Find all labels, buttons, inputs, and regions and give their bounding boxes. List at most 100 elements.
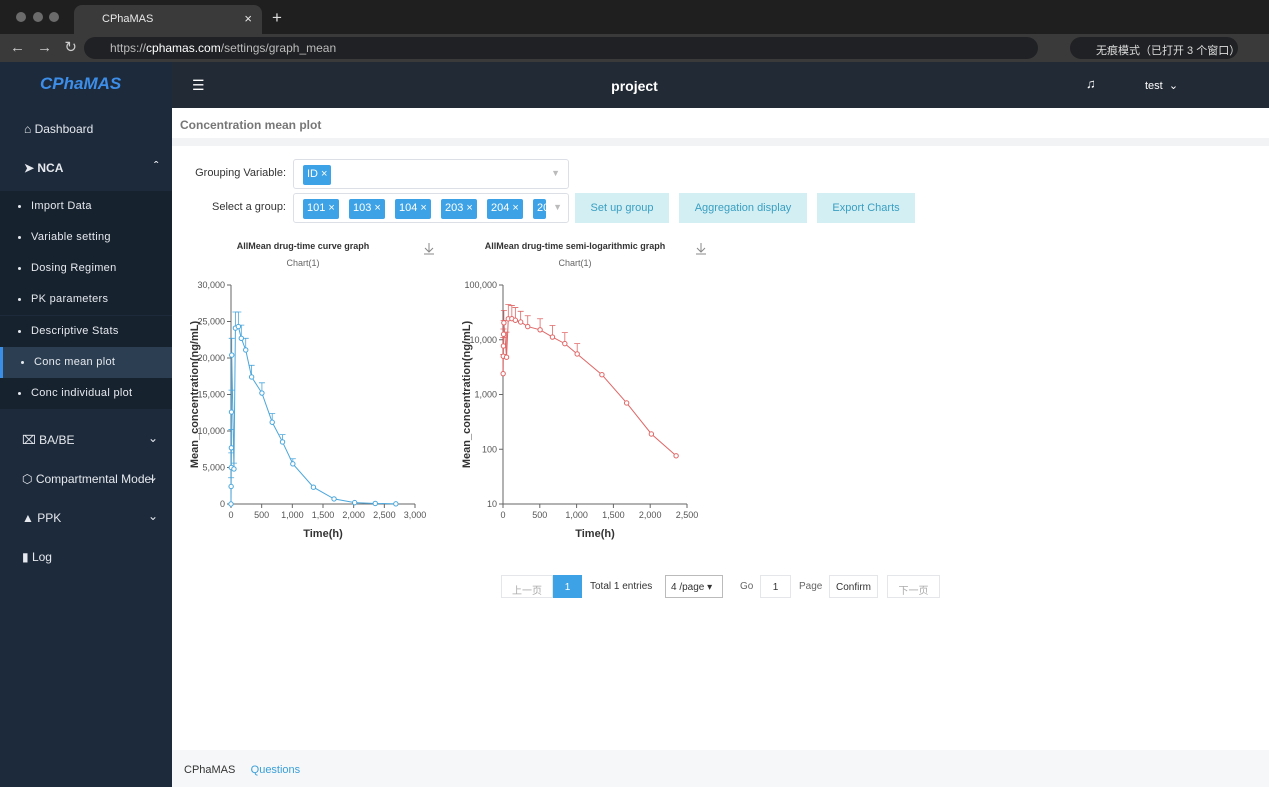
tag-label: 103: [353, 202, 372, 214]
chart-title: AllMean drug-time semi-logarithmic graph: [485, 241, 666, 251]
x-tick-label: 1,000: [565, 510, 588, 520]
footer-link[interactable]: Questions: [250, 764, 301, 776]
window-zoom[interactable]: [49, 12, 59, 22]
new-tab[interactable]: +: [272, 8, 282, 27]
select-tag[interactable]: 101 ×: [303, 199, 339, 219]
current-page[interactable]: 1: [553, 575, 582, 598]
y-tick-label: 10,000: [197, 426, 225, 436]
data-point: [500, 370, 506, 377]
user-menu[interactable]: test ⌄: [1145, 80, 1179, 92]
nav-subitem-active[interactable]: Conc mean plot: [0, 347, 172, 378]
nav-subitem[interactable]: Dosing Regimen: [0, 253, 172, 284]
header-title: project: [611, 78, 658, 94]
incognito-badge[interactable]: 无痕模式（已打开 3 个窗口）: [1070, 37, 1241, 59]
url-host: cphamas.com: [146, 41, 221, 55]
grouping-select[interactable]: ID × ▼: [293, 159, 569, 189]
select-tag[interactable]: 204 ×: [487, 199, 523, 219]
notifications[interactable]: ♫: [1086, 76, 1096, 91]
nav-item[interactable]: ⌧ BA/BE ⌄: [22, 431, 158, 447]
select-tag[interactable]: 203 ×: [441, 199, 477, 219]
button[interactable]: Export Charts: [817, 193, 915, 223]
data-point: [673, 453, 679, 459]
select-tag[interactable]: 20: [533, 199, 546, 219]
download-icon[interactable]: [424, 243, 434, 255]
chart-subtitle: Chart(1): [558, 258, 591, 268]
tab-title: CPhaMAS: [102, 13, 154, 25]
go-label: Go: [740, 581, 754, 592]
x-tick-label: 2,500: [373, 510, 396, 520]
nav-item[interactable]: ➤ NCA ˆ: [24, 159, 158, 175]
select-tag[interactable]: 104 ×: [395, 199, 431, 219]
data-line: [230, 325, 396, 505]
tab-close[interactable]: ×: [244, 11, 252, 26]
nav-item[interactable]: ⬡ Compartmental Model ⌄: [22, 470, 158, 486]
x-tick-label: 0: [500, 510, 505, 520]
data-point: [259, 390, 265, 396]
url-scheme: https://: [110, 41, 147, 55]
x-tick-label: 1,000: [281, 510, 304, 520]
nav-buttons[interactable]: ← → ↻: [10, 39, 77, 56]
window-minimize[interactable]: [33, 12, 43, 22]
tag-label: 101: [307, 202, 326, 214]
total-entries: Total 1 entries: [590, 581, 653, 592]
nav-item[interactable]: ▲ PPK ⌄: [22, 509, 158, 525]
select-tag[interactable]: 103 ×: [349, 199, 385, 219]
nav-label: Conc mean plot: [34, 356, 116, 368]
page-size: 4 /page: [671, 582, 705, 593]
data-point: [290, 461, 296, 467]
y-tick-label: 10,000: [469, 335, 497, 345]
error-bar: [228, 337, 235, 356]
sidebar: ⌂ Dashboard ➤ NCA ˆ Import Data Variable …: [0, 62, 172, 787]
nav-subitem[interactable]: PK parameters: [0, 284, 172, 315]
data-point: [243, 347, 249, 353]
nav-subitem[interactable]: Descriptive Stats: [0, 316, 172, 347]
nav-label: Variable setting: [31, 231, 111, 243]
y-tick-label: 25,000: [197, 317, 225, 327]
prev-page[interactable]: 上一页: [501, 575, 553, 598]
nav-subitem[interactable]: Import Data: [0, 191, 172, 222]
browser-tab[interactable]: CPhaMAS ×: [74, 5, 262, 34]
incognito-text: 无痕模式（已打开 3 个窗口）: [1096, 45, 1241, 57]
top-header: ☰ project ♫ test ⌄: [172, 62, 1269, 108]
url-path: /settings/graph_mean: [220, 41, 337, 55]
nav-item[interactable]: ⌂ Dashboard: [24, 122, 94, 136]
data-point: [503, 354, 510, 360]
y-tick-label: 0: [220, 499, 225, 509]
nav-subitem[interactable]: Conc individual plot: [0, 378, 172, 409]
next-page[interactable]: 下一页: [887, 575, 940, 598]
button[interactable]: Aggregation display: [679, 193, 807, 223]
data-point: [517, 319, 524, 325]
nav-label: PK parameters: [31, 293, 109, 305]
data-point: [372, 500, 378, 507]
data-point: [574, 351, 580, 357]
y-tick-label: 30,000: [197, 280, 225, 290]
data-point: [229, 352, 235, 358]
x-axis-label: Time(h): [303, 528, 343, 540]
data-point: [537, 327, 543, 333]
data-point: [500, 331, 507, 337]
form-label: Select a group:: [212, 201, 286, 213]
nav-label: Dashboard: [34, 122, 94, 136]
confirm-button[interactable]: Confirm: [829, 575, 878, 598]
tag-label: ID: [307, 168, 318, 180]
nav-item[interactable]: ▮ Log: [22, 550, 52, 564]
group-select[interactable]: 101 × 103 × 104 × 203 × 204 × 20 ▼: [293, 193, 569, 223]
x-tick-label: 500: [254, 510, 269, 520]
y-tick-label: 10: [487, 499, 497, 509]
download-icon[interactable]: [696, 243, 706, 255]
nav-subitem[interactable]: Variable setting: [0, 222, 172, 253]
menu-toggle[interactable]: ☰: [192, 77, 205, 93]
button[interactable]: Set up group: [575, 193, 669, 223]
x-tick-label: 2,000: [639, 510, 662, 520]
footer-brand: CPhaMAS: [184, 764, 236, 776]
data-point: [310, 484, 317, 490]
data-point: [279, 439, 286, 445]
logo[interactable]: CPhaMAS: [0, 62, 172, 108]
window-close[interactable]: [16, 12, 26, 22]
page-size-select[interactable]: 4 /page ▾: [665, 575, 723, 598]
data-point: [248, 374, 255, 380]
y-tick-label: 5,000: [202, 463, 225, 473]
select-tag[interactable]: ID ×: [303, 165, 332, 185]
page-input[interactable]: 1: [760, 575, 791, 598]
url-field[interactable]: https://cphamas.com/settings/graph_mean: [84, 37, 1038, 59]
